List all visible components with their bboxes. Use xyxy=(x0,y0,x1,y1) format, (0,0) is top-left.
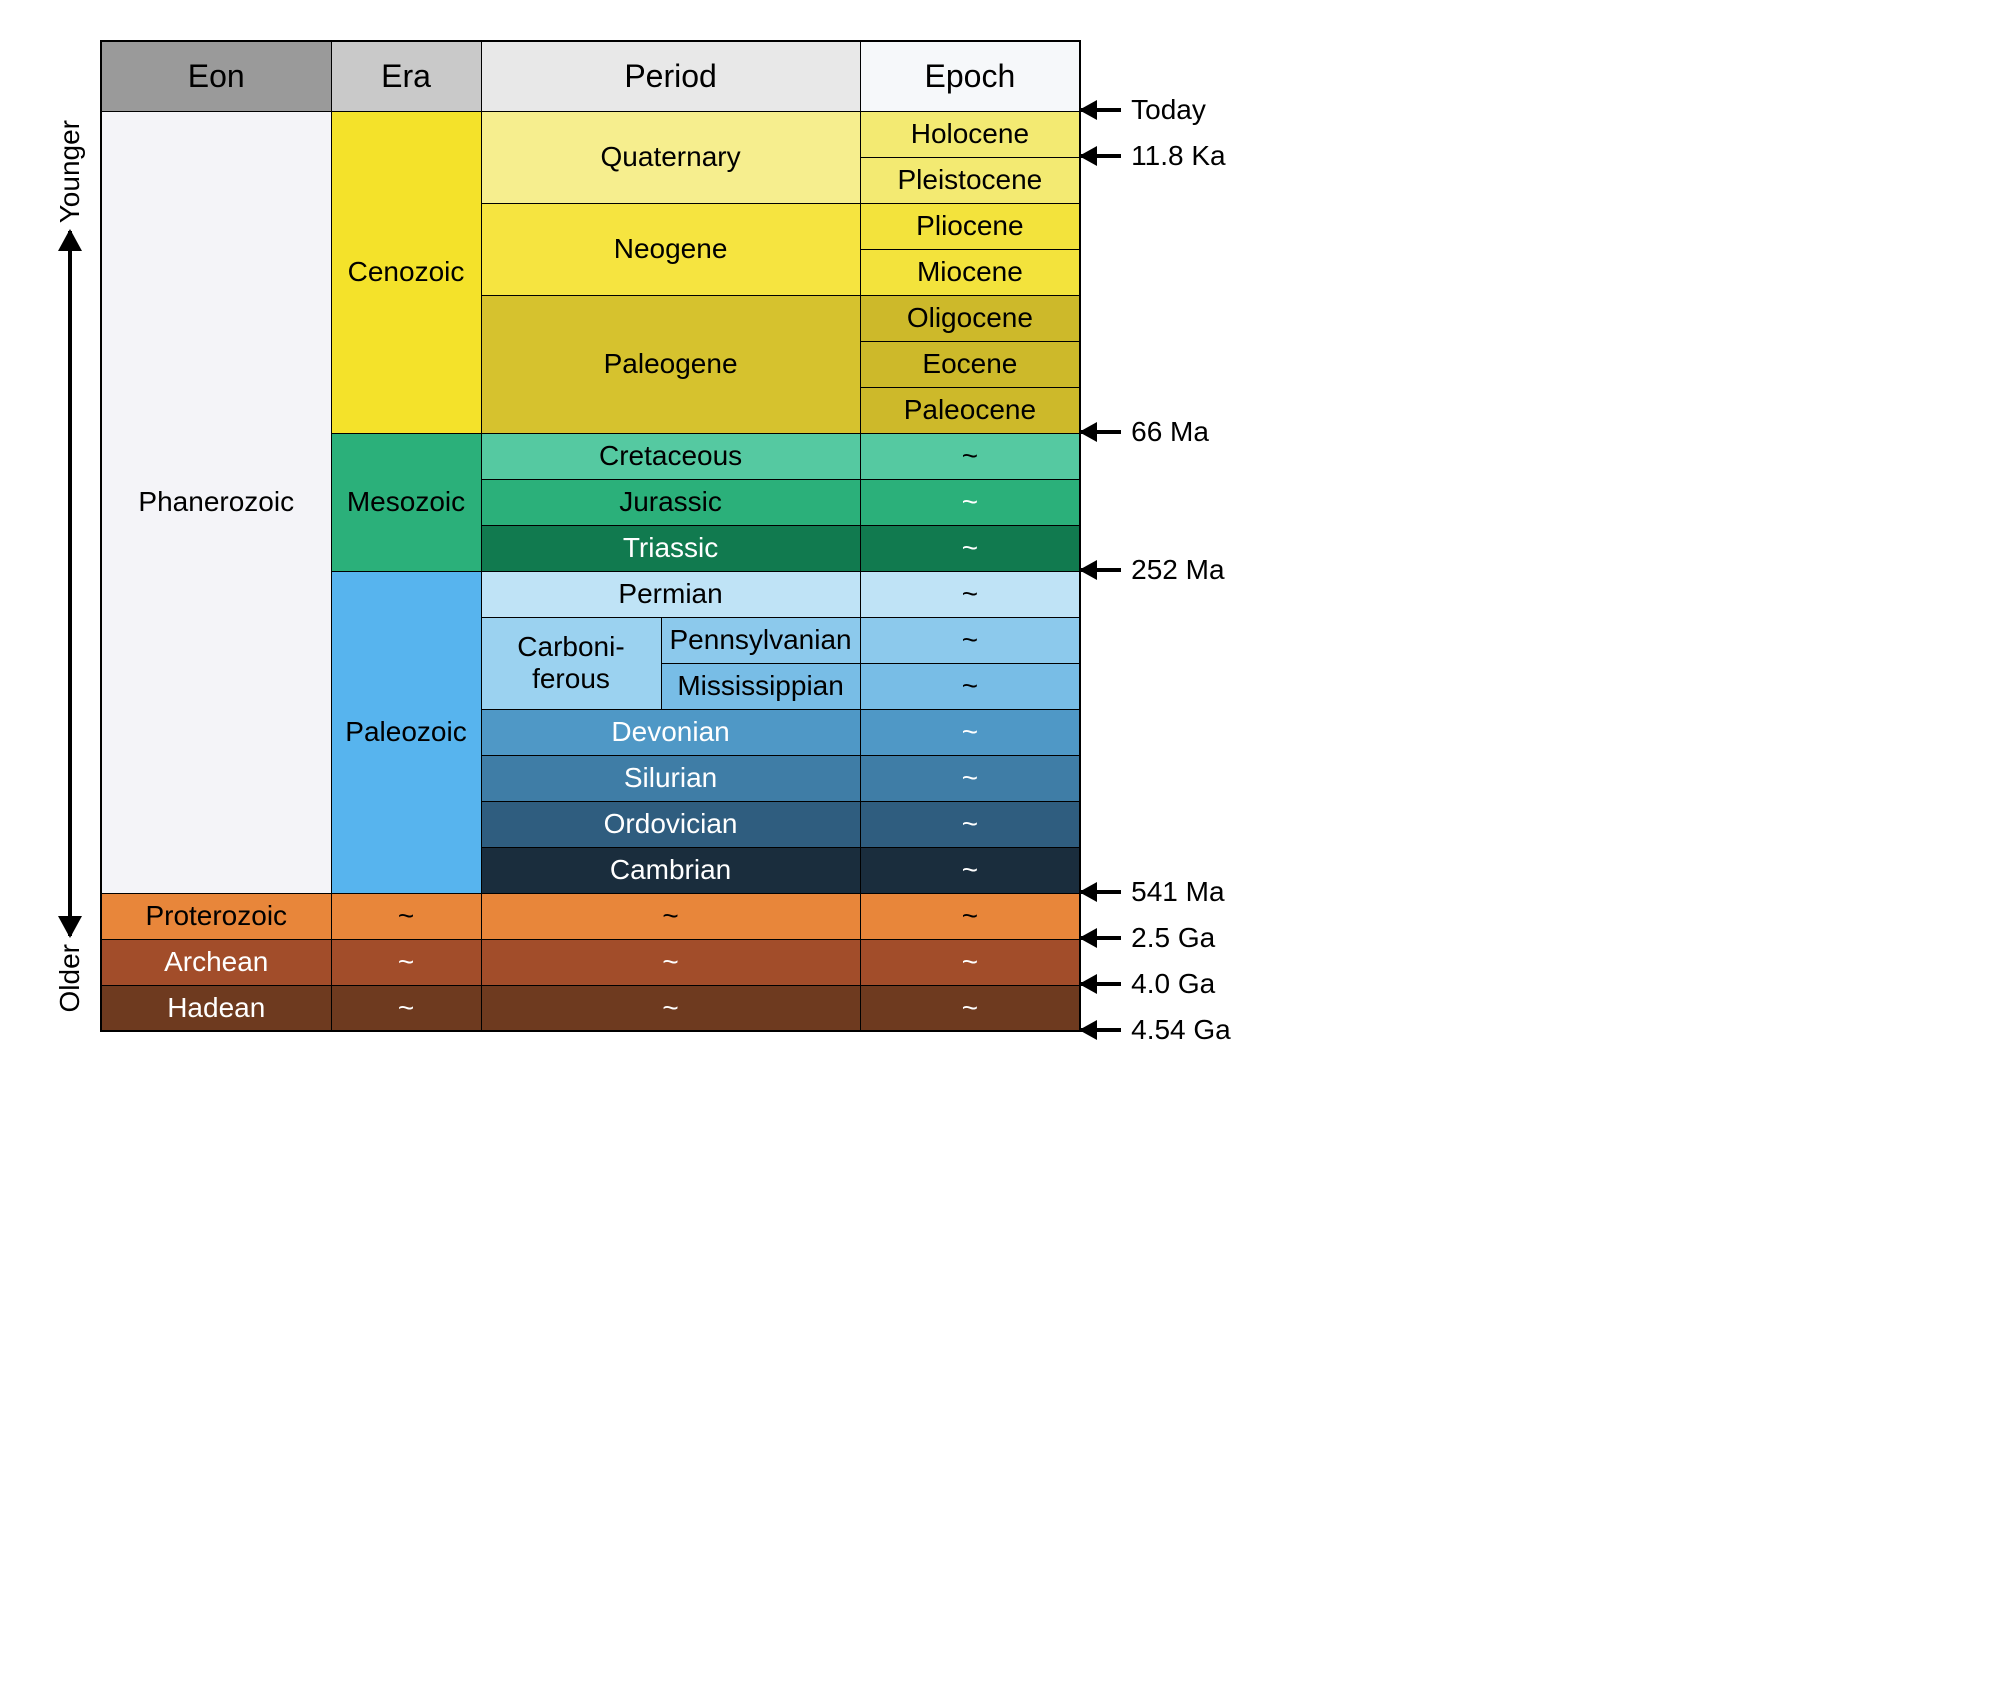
arrow-left-icon xyxy=(1081,430,1121,434)
epoch-cell: Miocene xyxy=(860,249,1080,295)
eon-cell: Hadean xyxy=(101,985,331,1031)
header-epoch: Epoch xyxy=(860,41,1080,111)
epoch-cell: ~ xyxy=(860,939,1080,985)
annotation-label: Today xyxy=(1131,94,1206,126)
epoch-cell: ~ xyxy=(860,709,1080,755)
arrow-left-icon xyxy=(1081,936,1121,940)
boundary-annotation: 541 Ma xyxy=(1081,876,1224,908)
boundary-annotation: 252 Ma xyxy=(1081,554,1224,586)
era-cell: ~ xyxy=(331,985,481,1031)
table-row: Archean~~~ xyxy=(101,939,1080,985)
period-cell: Paleogene xyxy=(481,295,860,433)
epoch-cell: ~ xyxy=(860,617,1080,663)
boundary-annotation: 4.0 Ga xyxy=(1081,968,1215,1000)
epoch-cell: ~ xyxy=(860,755,1080,801)
epoch-cell: ~ xyxy=(860,801,1080,847)
annotation-label: 11.8 Ka xyxy=(1131,140,1225,172)
era-cell: ~ xyxy=(331,893,481,939)
epoch-cell: Pleistocene xyxy=(860,157,1080,203)
subperiod-cell: Pennsylvanian xyxy=(661,617,860,663)
period-cell: ~ xyxy=(481,939,860,985)
axis-arrow-icon xyxy=(68,231,72,935)
epoch-cell: ~ xyxy=(860,571,1080,617)
arrow-left-icon xyxy=(1081,568,1121,572)
table-row: Hadean~~~ xyxy=(101,985,1080,1031)
epoch-cell: Eocene xyxy=(860,341,1080,387)
header-period: Period xyxy=(481,41,860,111)
annotation-label: 2.5 Ga xyxy=(1131,922,1215,954)
arrow-left-icon xyxy=(1081,890,1121,894)
period-cell: Silurian xyxy=(481,755,860,801)
epoch-cell: ~ xyxy=(860,847,1080,893)
eon-cell: Proterozoic xyxy=(101,893,331,939)
boundary-annotation: 66 Ma xyxy=(1081,416,1209,448)
epoch-cell: ~ xyxy=(860,985,1080,1031)
boundary-annotation: 11.8 Ka xyxy=(1081,140,1225,172)
epoch-cell: ~ xyxy=(860,525,1080,571)
arrow-left-icon xyxy=(1081,154,1121,158)
eon-cell: Phanerozoic xyxy=(101,111,331,893)
boundary-annotation: Today xyxy=(1081,94,1206,126)
annotation-label: 4.0 Ga xyxy=(1131,968,1215,1000)
table-area: Eon Era Period Epoch PhanerozoicCenozoic… xyxy=(100,40,1081,1032)
period-cell: Devonian xyxy=(481,709,860,755)
arrow-left-icon xyxy=(1081,108,1121,112)
annotation-label: 4.54 Ga xyxy=(1131,1014,1231,1046)
age-axis: Younger Older xyxy=(40,40,100,1032)
period-cell: Ordovician xyxy=(481,801,860,847)
eon-cell: Archean xyxy=(101,939,331,985)
era-cell: ~ xyxy=(331,939,481,985)
header-row: Eon Era Period Epoch xyxy=(101,41,1080,111)
period-cell: Permian xyxy=(481,571,860,617)
period-cell: Triassic xyxy=(481,525,860,571)
axis-label-younger: Younger xyxy=(54,120,86,223)
epoch-cell: Pliocene xyxy=(860,203,1080,249)
era-cell: Mesozoic xyxy=(331,433,481,571)
epoch-cell: ~ xyxy=(860,663,1080,709)
era-cell: Paleozoic xyxy=(331,571,481,893)
arrow-left-icon xyxy=(1081,1028,1121,1032)
epoch-cell: ~ xyxy=(860,479,1080,525)
header-eon: Eon xyxy=(101,41,331,111)
epoch-cell: Oligocene xyxy=(860,295,1080,341)
axis-label-older: Older xyxy=(54,944,86,1012)
period-cell: Cambrian xyxy=(481,847,860,893)
epoch-cell: ~ xyxy=(860,433,1080,479)
period-cell: ~ xyxy=(481,985,860,1031)
period-cell: ~ xyxy=(481,893,860,939)
period-cell: Jurassic xyxy=(481,479,860,525)
period-cell: Neogene xyxy=(481,203,860,295)
table-row: Proterozoic~~~ xyxy=(101,893,1080,939)
subperiod-cell: Mississippian xyxy=(661,663,860,709)
epoch-cell: ~ xyxy=(860,893,1080,939)
period-cell: Carboni-ferous xyxy=(481,617,661,709)
header-era: Era xyxy=(331,41,481,111)
period-cell: Quaternary xyxy=(481,111,860,203)
geologic-table: Eon Era Period Epoch PhanerozoicCenozoic… xyxy=(100,40,1081,1032)
arrow-left-icon xyxy=(1081,982,1121,986)
table-row: PhanerozoicCenozoicQuaternaryHolocene xyxy=(101,111,1080,157)
epoch-cell: Paleocene xyxy=(860,387,1080,433)
annotation-label: 252 Ma xyxy=(1131,554,1224,586)
boundary-annotation: 2.5 Ga xyxy=(1081,922,1215,954)
epoch-cell: Holocene xyxy=(860,111,1080,157)
annotation-label: 66 Ma xyxy=(1131,416,1209,448)
period-cell: Cretaceous xyxy=(481,433,860,479)
era-cell: Cenozoic xyxy=(331,111,481,433)
geologic-time-diagram: Younger Older Eon Era Period Epoch Phane… xyxy=(40,40,1960,1032)
annotation-label: 541 Ma xyxy=(1131,876,1224,908)
boundary-annotation: 4.54 Ga xyxy=(1081,1014,1231,1046)
